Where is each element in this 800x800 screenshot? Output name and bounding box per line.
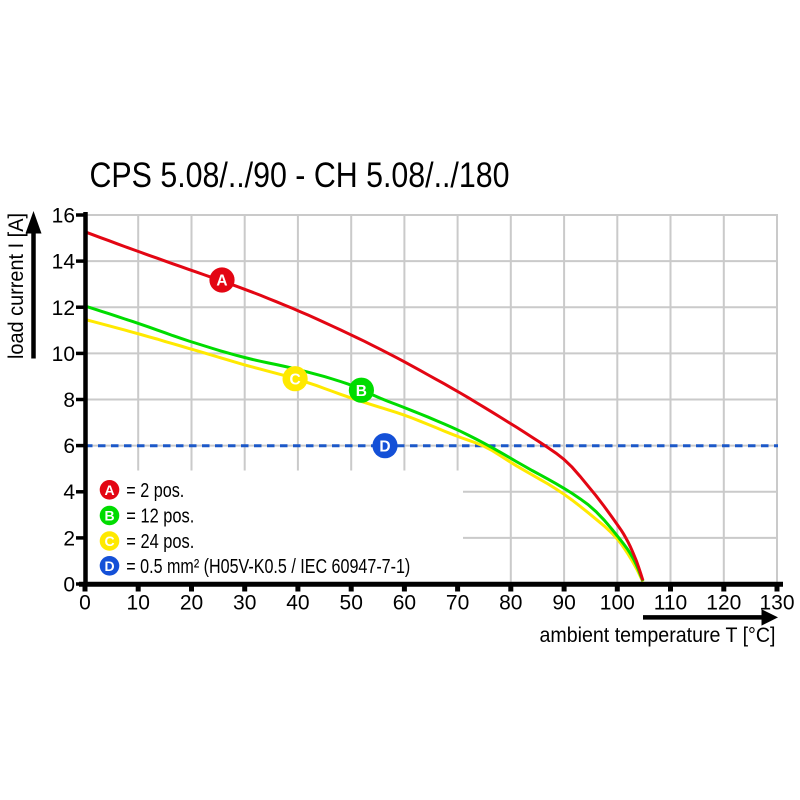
svg-text:B: B bbox=[356, 383, 367, 400]
svg-text:B: B bbox=[104, 508, 114, 524]
svg-text:90: 90 bbox=[552, 592, 575, 615]
svg-text:load current I [A]: load current I [A] bbox=[4, 213, 28, 359]
svg-text:0: 0 bbox=[63, 574, 75, 597]
svg-text:14: 14 bbox=[52, 251, 76, 274]
svg-text:C: C bbox=[289, 371, 300, 388]
svg-text:0: 0 bbox=[79, 592, 91, 615]
svg-text:2: 2 bbox=[63, 527, 75, 550]
svg-text:= 2 pos.: = 2 pos. bbox=[126, 480, 184, 502]
svg-text:10: 10 bbox=[127, 592, 150, 615]
svg-text:70: 70 bbox=[446, 592, 469, 615]
svg-text:110: 110 bbox=[654, 592, 687, 615]
svg-text:A: A bbox=[216, 273, 227, 290]
svg-text:30: 30 bbox=[233, 592, 256, 615]
svg-text:A: A bbox=[104, 482, 114, 498]
svg-text:8: 8 bbox=[63, 389, 75, 412]
svg-text:20: 20 bbox=[180, 592, 203, 615]
svg-text:60: 60 bbox=[393, 592, 416, 615]
svg-text:12: 12 bbox=[52, 297, 75, 320]
svg-text:ambient temperature T [°C]: ambient temperature T [°C] bbox=[540, 623, 776, 647]
svg-text:100: 100 bbox=[600, 592, 635, 615]
svg-text:= 24 pos.: = 24 pos. bbox=[126, 531, 194, 553]
svg-text:10: 10 bbox=[52, 343, 75, 366]
svg-text:CPS 5.08/../90 - CH 5.08/../18: CPS 5.08/../90 - CH 5.08/../180 bbox=[90, 156, 510, 195]
svg-text:C: C bbox=[104, 533, 114, 549]
svg-text:120: 120 bbox=[706, 592, 741, 615]
svg-text:= 12 pos.: = 12 pos. bbox=[126, 506, 194, 528]
svg-text:80: 80 bbox=[499, 592, 522, 615]
svg-text:6: 6 bbox=[63, 435, 75, 458]
svg-text:D: D bbox=[104, 558, 114, 574]
svg-text:= 0.5 mm² (H05V-K0.5 / IEC 609: = 0.5 mm² (H05V-K0.5 / IEC 60947-7-1) bbox=[126, 556, 410, 578]
svg-text:16: 16 bbox=[52, 205, 75, 228]
svg-text:50: 50 bbox=[340, 592, 363, 615]
svg-text:40: 40 bbox=[286, 592, 309, 615]
svg-text:4: 4 bbox=[63, 481, 75, 504]
svg-text:D: D bbox=[379, 438, 390, 455]
svg-text:130: 130 bbox=[759, 592, 794, 615]
